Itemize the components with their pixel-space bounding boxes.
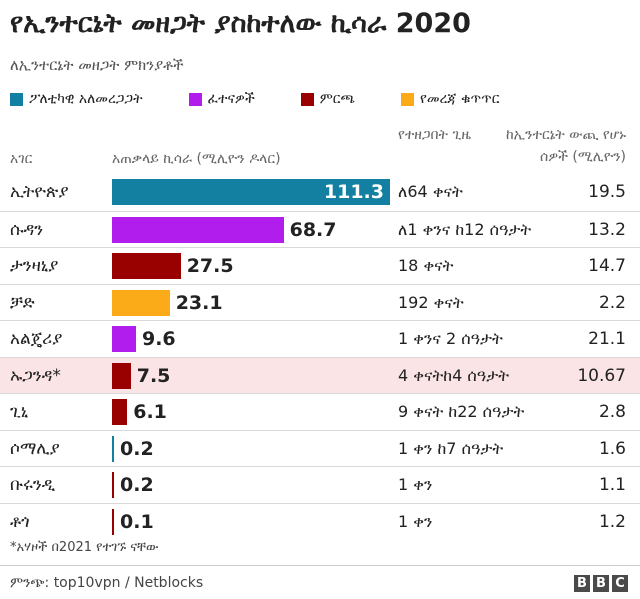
table-row: ቶጎ 0.1 1 ቀን 1.2 [0, 502, 640, 540]
legend-label: ፈተናዎች [207, 91, 255, 107]
bar-value-label: 23.1 [175, 291, 223, 314]
table-row: አልጄሪያ 9.6 1 ቀንና 2 ሰዓታት 21.1 [0, 320, 640, 357]
country-label: ኢትዮጵያ [10, 182, 69, 202]
users-offline-cell: 2.2 [598, 292, 626, 313]
column-header-total-loss: አጠቃላይ ኪሳራ (ሚሊዮን ዶላር) [112, 151, 281, 167]
bar [112, 216, 284, 243]
bar-value-label: 68.7 [289, 218, 337, 241]
table-row: ኢትዮጵያ 111.3 ለ64 ቀናት 19.5 [0, 174, 640, 211]
users-offline-cell: 19.5 [588, 182, 626, 202]
bar-value-label: 6.1 [133, 401, 167, 423]
users-offline-cell: 13.2 [588, 219, 626, 240]
country-label: ሱዳን [10, 219, 44, 240]
country-label: አልጄሪያ [10, 329, 63, 349]
legend-item: ፖለቲካዊ አለመረጋጋት [10, 91, 143, 107]
legend-swatch [300, 92, 314, 106]
bar [112, 472, 114, 498]
users-offline-cell: 1.1 [598, 475, 626, 495]
legend: ፖለቲካዊ አለመረጋጋት ፈተናዎች ምርጫ የመረጃ ቁጥጥር [10, 88, 546, 110]
duration-cell: 4 ቀናትከ4 ሰዓታት [398, 365, 509, 385]
duration-cell: 9 ቀናት ከ22 ሰዓታት [398, 402, 525, 421]
legend-label: የመረጃ ቁጥጥር [419, 91, 500, 107]
table-row: ሶማሊያ 0.2 1 ቀን ከ7 ሰዓታት 1.6 [0, 429, 640, 467]
country-label: ቡሩንዲ [10, 475, 56, 495]
country-label: ሶማሊያ [10, 438, 60, 459]
bar [112, 289, 170, 316]
duration-cell: 18 ቀናት [398, 256, 454, 275]
legend-swatch [10, 92, 23, 106]
users-offline-cell: 1.2 [598, 511, 626, 532]
legend-label: ፖለቲካዊ አለመረጋጋት [29, 91, 143, 107]
users-offline-cell: 21.1 [588, 329, 626, 349]
bar [112, 362, 131, 389]
legend-label: ምርጫ [319, 91, 355, 107]
source-note: ምንጭ: top10vpn / Netblocks [10, 575, 204, 591]
table-row: ቻድ 23.1 192 ቀናት 2.2 [0, 283, 640, 321]
users-offline-cell: 14.7 [588, 256, 626, 276]
column-header-country: አገር [10, 151, 33, 167]
table-row: ቡሩንዲ 0.2 1 ቀን 1.1 [0, 466, 640, 503]
country-label: ጊኒ [10, 402, 29, 422]
bar [112, 399, 128, 425]
chart-title: የኢንተርኔት መዘጋት ያስከተለው ኪሳራ 2020 [10, 8, 471, 39]
bar [112, 508, 114, 535]
duration-cell: ለ64 ቀናት [398, 182, 463, 201]
bbc-logo-letter: B [574, 575, 590, 592]
legend-item: ፈተናዎች [188, 91, 255, 107]
bar [112, 179, 390, 205]
duration-cell: 1 ቀን ከ7 ሰዓታት [398, 438, 504, 458]
country-label: ኡጋንዳ* [10, 365, 61, 386]
bar-value-label: 0.1 [120, 510, 154, 533]
users-offline-cell: 2.8 [598, 402, 626, 422]
duration-cell: 1 ቀን [398, 475, 433, 494]
table-row: ሱዳን 68.7 ለ1 ቀንና ከ12 ሰዓታት 13.2 [0, 210, 640, 248]
duration-cell: 1 ቀንና 2 ሰዓታት [398, 329, 503, 348]
bbc-logo: B B C [571, 575, 628, 592]
legend-item: የመረጃ ቁጥጥር [400, 91, 500, 107]
column-header-users-offline: ከኢንተርኔት ውጪ የሆኑ ሰዎች (ሚሊዮን) [505, 127, 626, 165]
duration-cell: ለ1 ቀንና ከ12 ሰዓታት [398, 219, 532, 239]
bar-value-label: 27.5 [186, 255, 234, 277]
duration-cell: 1 ቀን [398, 511, 433, 531]
legend-swatch [400, 92, 414, 106]
users-offline-cell: 10.67 [577, 365, 626, 386]
chart-subtitle: ለኢንተርኔት መዘጋት ምክንያቶች [10, 56, 184, 74]
bar [112, 253, 181, 279]
bar-value-label: 0.2 [120, 474, 154, 496]
bar-value-label: 7.5 [136, 364, 171, 387]
legend-swatch [188, 92, 202, 106]
source-divider [0, 565, 640, 566]
bbc-logo-letter: B [593, 575, 609, 592]
country-label: ታንዛኒያ [10, 256, 59, 276]
table-row: ጊኒ 6.1 9 ቀናት ከ22 ሰዓታት 2.8 [0, 393, 640, 430]
users-offline-cell: 1.6 [598, 438, 626, 459]
bar-value-label: 0.2 [120, 437, 154, 460]
bar [112, 435, 114, 462]
footnote: *አሃዞች በ2021 የተገኙ ናቸው [10, 540, 159, 555]
table-row: ኡጋንዳ* 7.5 4 ቀናትከ4 ሰዓታት 10.67 [0, 356, 640, 394]
bar-value-label: 9.6 [141, 328, 176, 350]
bar-value-label: 111.3 [323, 181, 384, 203]
country-label: ቻድ [10, 292, 35, 313]
duration-cell: 192 ቀናት [398, 292, 464, 312]
bbc-logo-letter: C [612, 575, 628, 592]
country-label: ቶጎ [10, 511, 30, 532]
bar [112, 326, 136, 352]
table-row: ታንዛኒያ 27.5 18 ቀናት 14.7 [0, 247, 640, 284]
legend-item: ምርጫ [300, 91, 355, 107]
column-header-duration: የተዘጋበት ጊዜ [398, 127, 471, 143]
